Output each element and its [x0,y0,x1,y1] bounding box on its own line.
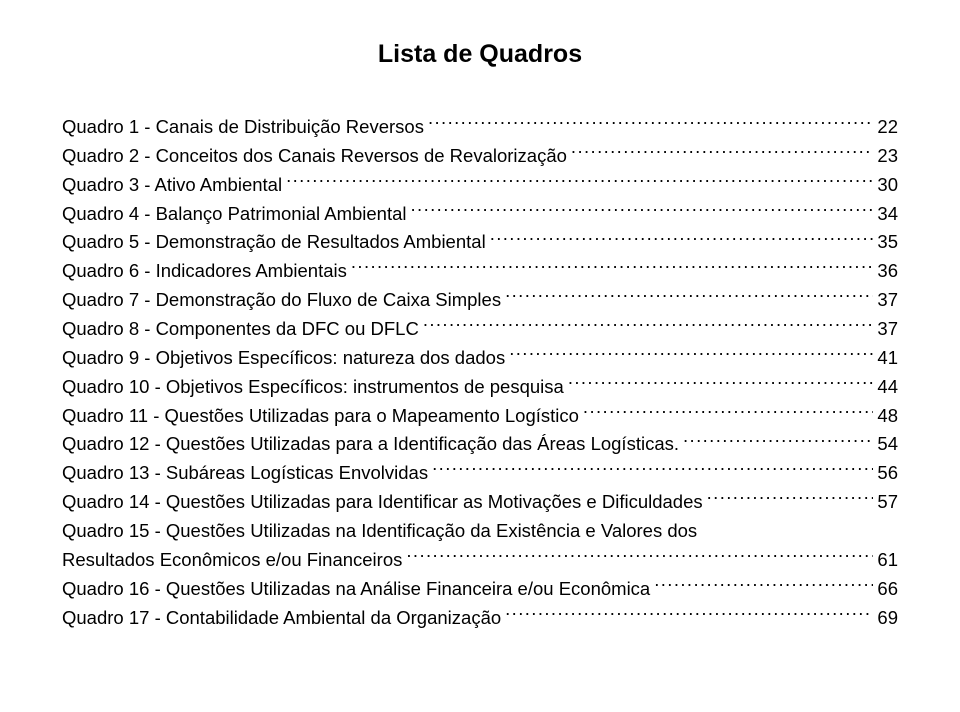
toc-entry: Quadro 2 - Conceitos dos Canais Reversos… [62,142,898,171]
toc-page-number: 22 [877,113,898,142]
toc-label: Quadro 14 - Questões Utilizadas para Ide… [62,488,703,517]
toc-entry: Quadro 7 - Demonstração do Fluxo de Caix… [62,286,898,315]
toc-label: Quadro 16 - Questões Utilizadas na Análi… [62,575,650,604]
toc-page-number: 54 [877,430,898,459]
toc-leader-dots [509,345,873,364]
toc-entry: Quadro 8 - Componentes da DFC ou DFLC 37 [62,315,898,344]
toc-leader-dots [428,115,873,134]
toc-entry: Quadro 16 - Questões Utilizadas na Análi… [62,575,898,604]
toc-page-number: 56 [877,459,898,488]
toc-entry: Quadro 9 - Objetivos Específicos: nature… [62,344,898,373]
toc-entry: Quadro 17 - Contabilidade Ambiental da O… [62,604,898,633]
toc-label: Quadro 6 - Indicadores Ambientais [62,257,347,286]
toc-page-number: 34 [877,200,898,229]
toc-leader-dots [411,201,874,220]
toc-entry-wrap-line1: Quadro 15 - Questões Utilizadas na Ident… [62,517,898,546]
toc-entry: Quadro 12 - Questões Utilizadas para a I… [62,430,898,459]
toc-leader-dots [707,490,874,509]
toc-entry: Quadro 10 - Objetivos Específicos: instr… [62,373,898,402]
page-title: Lista de Quadros [62,40,898,69]
toc-label: Quadro 9 - Objetivos Específicos: nature… [62,344,505,373]
toc-page-number: 37 [877,286,898,315]
toc-leader-dots [351,259,874,278]
toc-leader-dots [568,374,874,393]
toc-label: Quadro 17 - Contabilidade Ambiental da O… [62,604,501,633]
toc-label: Quadro 4 - Balanço Patrimonial Ambiental [62,200,407,229]
toc-leader-dots [286,172,873,191]
toc-entry: Quadro 5 - Demonstração de Resultados Am… [62,228,898,257]
toc-leader-dots [423,317,874,336]
toc-entry: Quadro 11 - Questões Utilizadas para o M… [62,402,898,431]
document-page: Lista de Quadros Quadro 1 - Canais de Di… [0,0,960,672]
toc-label: Quadro 10 - Objetivos Específicos: instr… [62,373,564,402]
toc-leader-dots [654,576,873,595]
toc-label: Quadro 12 - Questões Utilizadas para a I… [62,430,679,459]
toc-label: Resultados Econômicos e/ou Financeiros [62,546,402,575]
toc-page-number: 48 [877,402,898,431]
toc-leader-dots [432,461,873,480]
toc-entry: Quadro 6 - Indicadores Ambientais 36 [62,257,898,286]
toc-label: Quadro 1 - Canais de Distribuição Revers… [62,113,424,142]
toc-page-number: 61 [877,546,898,575]
toc-page-number: 57 [877,488,898,517]
toc-label: Quadro 5 - Demonstração de Resultados Am… [62,228,486,257]
toc-page-number: 37 [877,315,898,344]
toc-label: Quadro 2 - Conceitos dos Canais Reversos… [62,142,567,171]
toc-page-number: 36 [877,257,898,286]
toc-entry: Quadro 4 - Balanço Patrimonial Ambiental… [62,200,898,229]
toc-leader-dots [406,547,873,566]
toc-leader-dots [571,143,874,162]
toc-label: Quadro 8 - Componentes da DFC ou DFLC [62,315,419,344]
toc-entry: Quadro 13 - Subáreas Logísticas Envolvid… [62,459,898,488]
toc-entry: Quadro 14 - Questões Utilizadas para Ide… [62,488,898,517]
toc-leader-dots [583,403,874,422]
table-of-contents: Quadro 1 - Canais de Distribuição Revers… [62,113,898,632]
toc-page-number: 66 [877,575,898,604]
toc-entry: Quadro 1 - Canais de Distribuição Revers… [62,113,898,142]
toc-page-number: 44 [877,373,898,402]
toc-page-number: 69 [877,604,898,633]
toc-leader-dots [683,432,873,451]
toc-label: Quadro 11 - Questões Utilizadas para o M… [62,402,579,431]
toc-entry: Quadro 3 - Ativo Ambiental 30 [62,171,898,200]
toc-label: Quadro 13 - Subáreas Logísticas Envolvid… [62,459,428,488]
toc-page-number: 41 [877,344,898,373]
toc-leader-dots [505,605,873,624]
toc-leader-dots [490,230,874,249]
toc-label: Quadro 3 - Ativo Ambiental [62,171,282,200]
toc-label: Quadro 7 - Demonstração do Fluxo de Caix… [62,286,501,315]
toc-page-number: 30 [877,171,898,200]
toc-page-number: 23 [877,142,898,171]
toc-page-number: 35 [877,228,898,257]
toc-label: Quadro 15 - Questões Utilizadas na Ident… [62,520,697,541]
toc-leader-dots [505,288,873,307]
toc-entry-wrap-line2: Resultados Econômicos e/ou Financeiros 6… [62,546,898,575]
